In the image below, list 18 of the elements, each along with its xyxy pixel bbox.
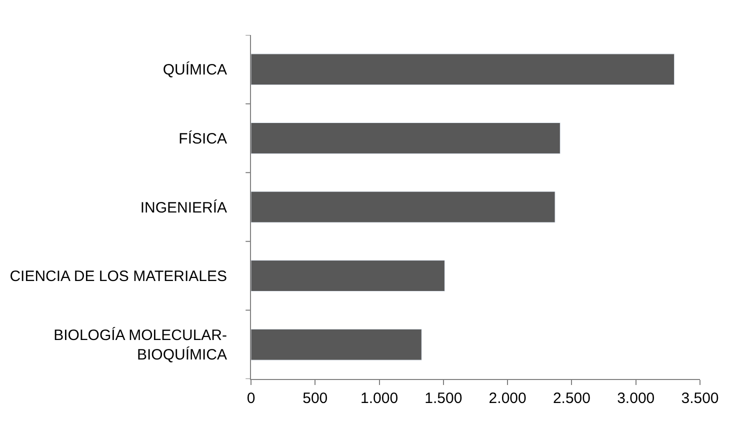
bar [251, 328, 422, 360]
bar [251, 122, 560, 154]
x-tick-label: 1.000 [360, 390, 398, 407]
x-tick-label: 0 [246, 390, 256, 407]
bar [251, 260, 445, 292]
bar [251, 191, 556, 223]
bar [251, 54, 675, 86]
y-tick-label: QUÍMICA [162, 60, 227, 79]
y-tick-label: FÍSICA [178, 129, 227, 148]
x-tick-label: 3.500 [681, 390, 719, 407]
y-tick-label: CIENCIA DE LOS MATERIALES [10, 268, 227, 286]
x-tick-label: 2.000 [488, 390, 526, 407]
x-tick-label: 1.500 [424, 390, 462, 407]
x-tick-label: 3.000 [617, 390, 655, 407]
y-tick-label: BIOLOGÍA MOLECULAR- BIOQUÍMICA [54, 326, 227, 364]
x-tick-label: 2.500 [552, 390, 590, 407]
x-tick-label: 500 [302, 390, 328, 407]
y-tick-label: INGENIERÍA [140, 198, 227, 216]
